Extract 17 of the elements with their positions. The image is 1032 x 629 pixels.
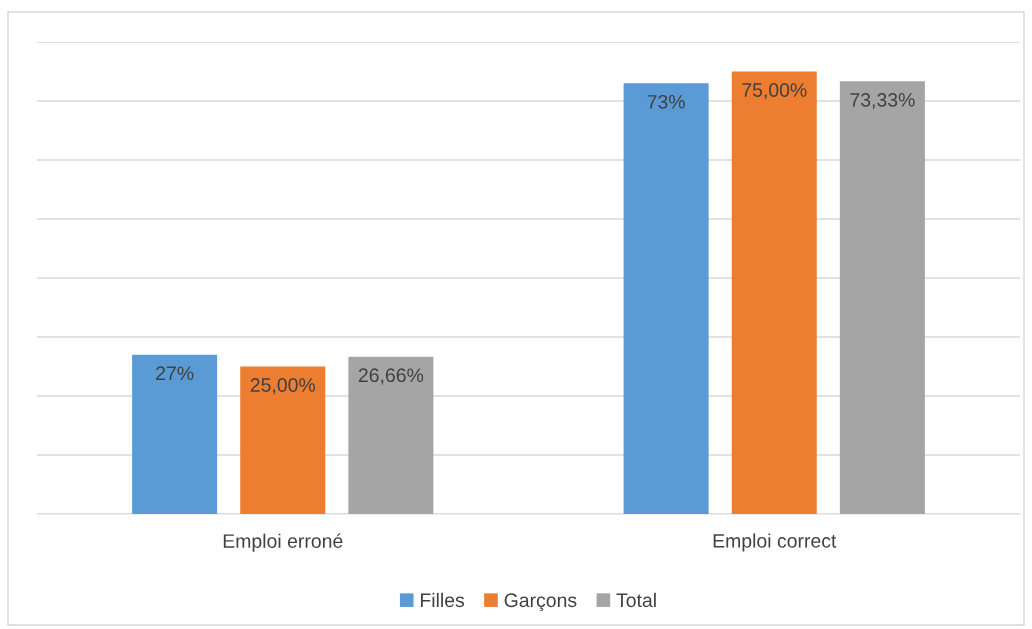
x-tick-label: Emploi erroné xyxy=(223,533,343,552)
bar xyxy=(839,81,925,514)
bar xyxy=(623,83,709,514)
data-label: 73% xyxy=(647,94,685,109)
legend-label: Total xyxy=(616,592,656,608)
bar xyxy=(348,356,434,514)
data-label: 25,00% xyxy=(250,378,316,395)
data-label: 73,33% xyxy=(850,92,915,110)
data-label: 75,00% xyxy=(742,83,807,100)
data-label: 26,66% xyxy=(358,368,424,385)
bar xyxy=(132,354,218,514)
data-label: 27% xyxy=(156,366,194,381)
bar xyxy=(240,366,326,514)
bar xyxy=(731,71,817,514)
legend-label: Garçons xyxy=(504,593,577,612)
legend-label: Filles xyxy=(420,592,465,608)
x-tick-label: Emploi correct xyxy=(713,533,837,552)
